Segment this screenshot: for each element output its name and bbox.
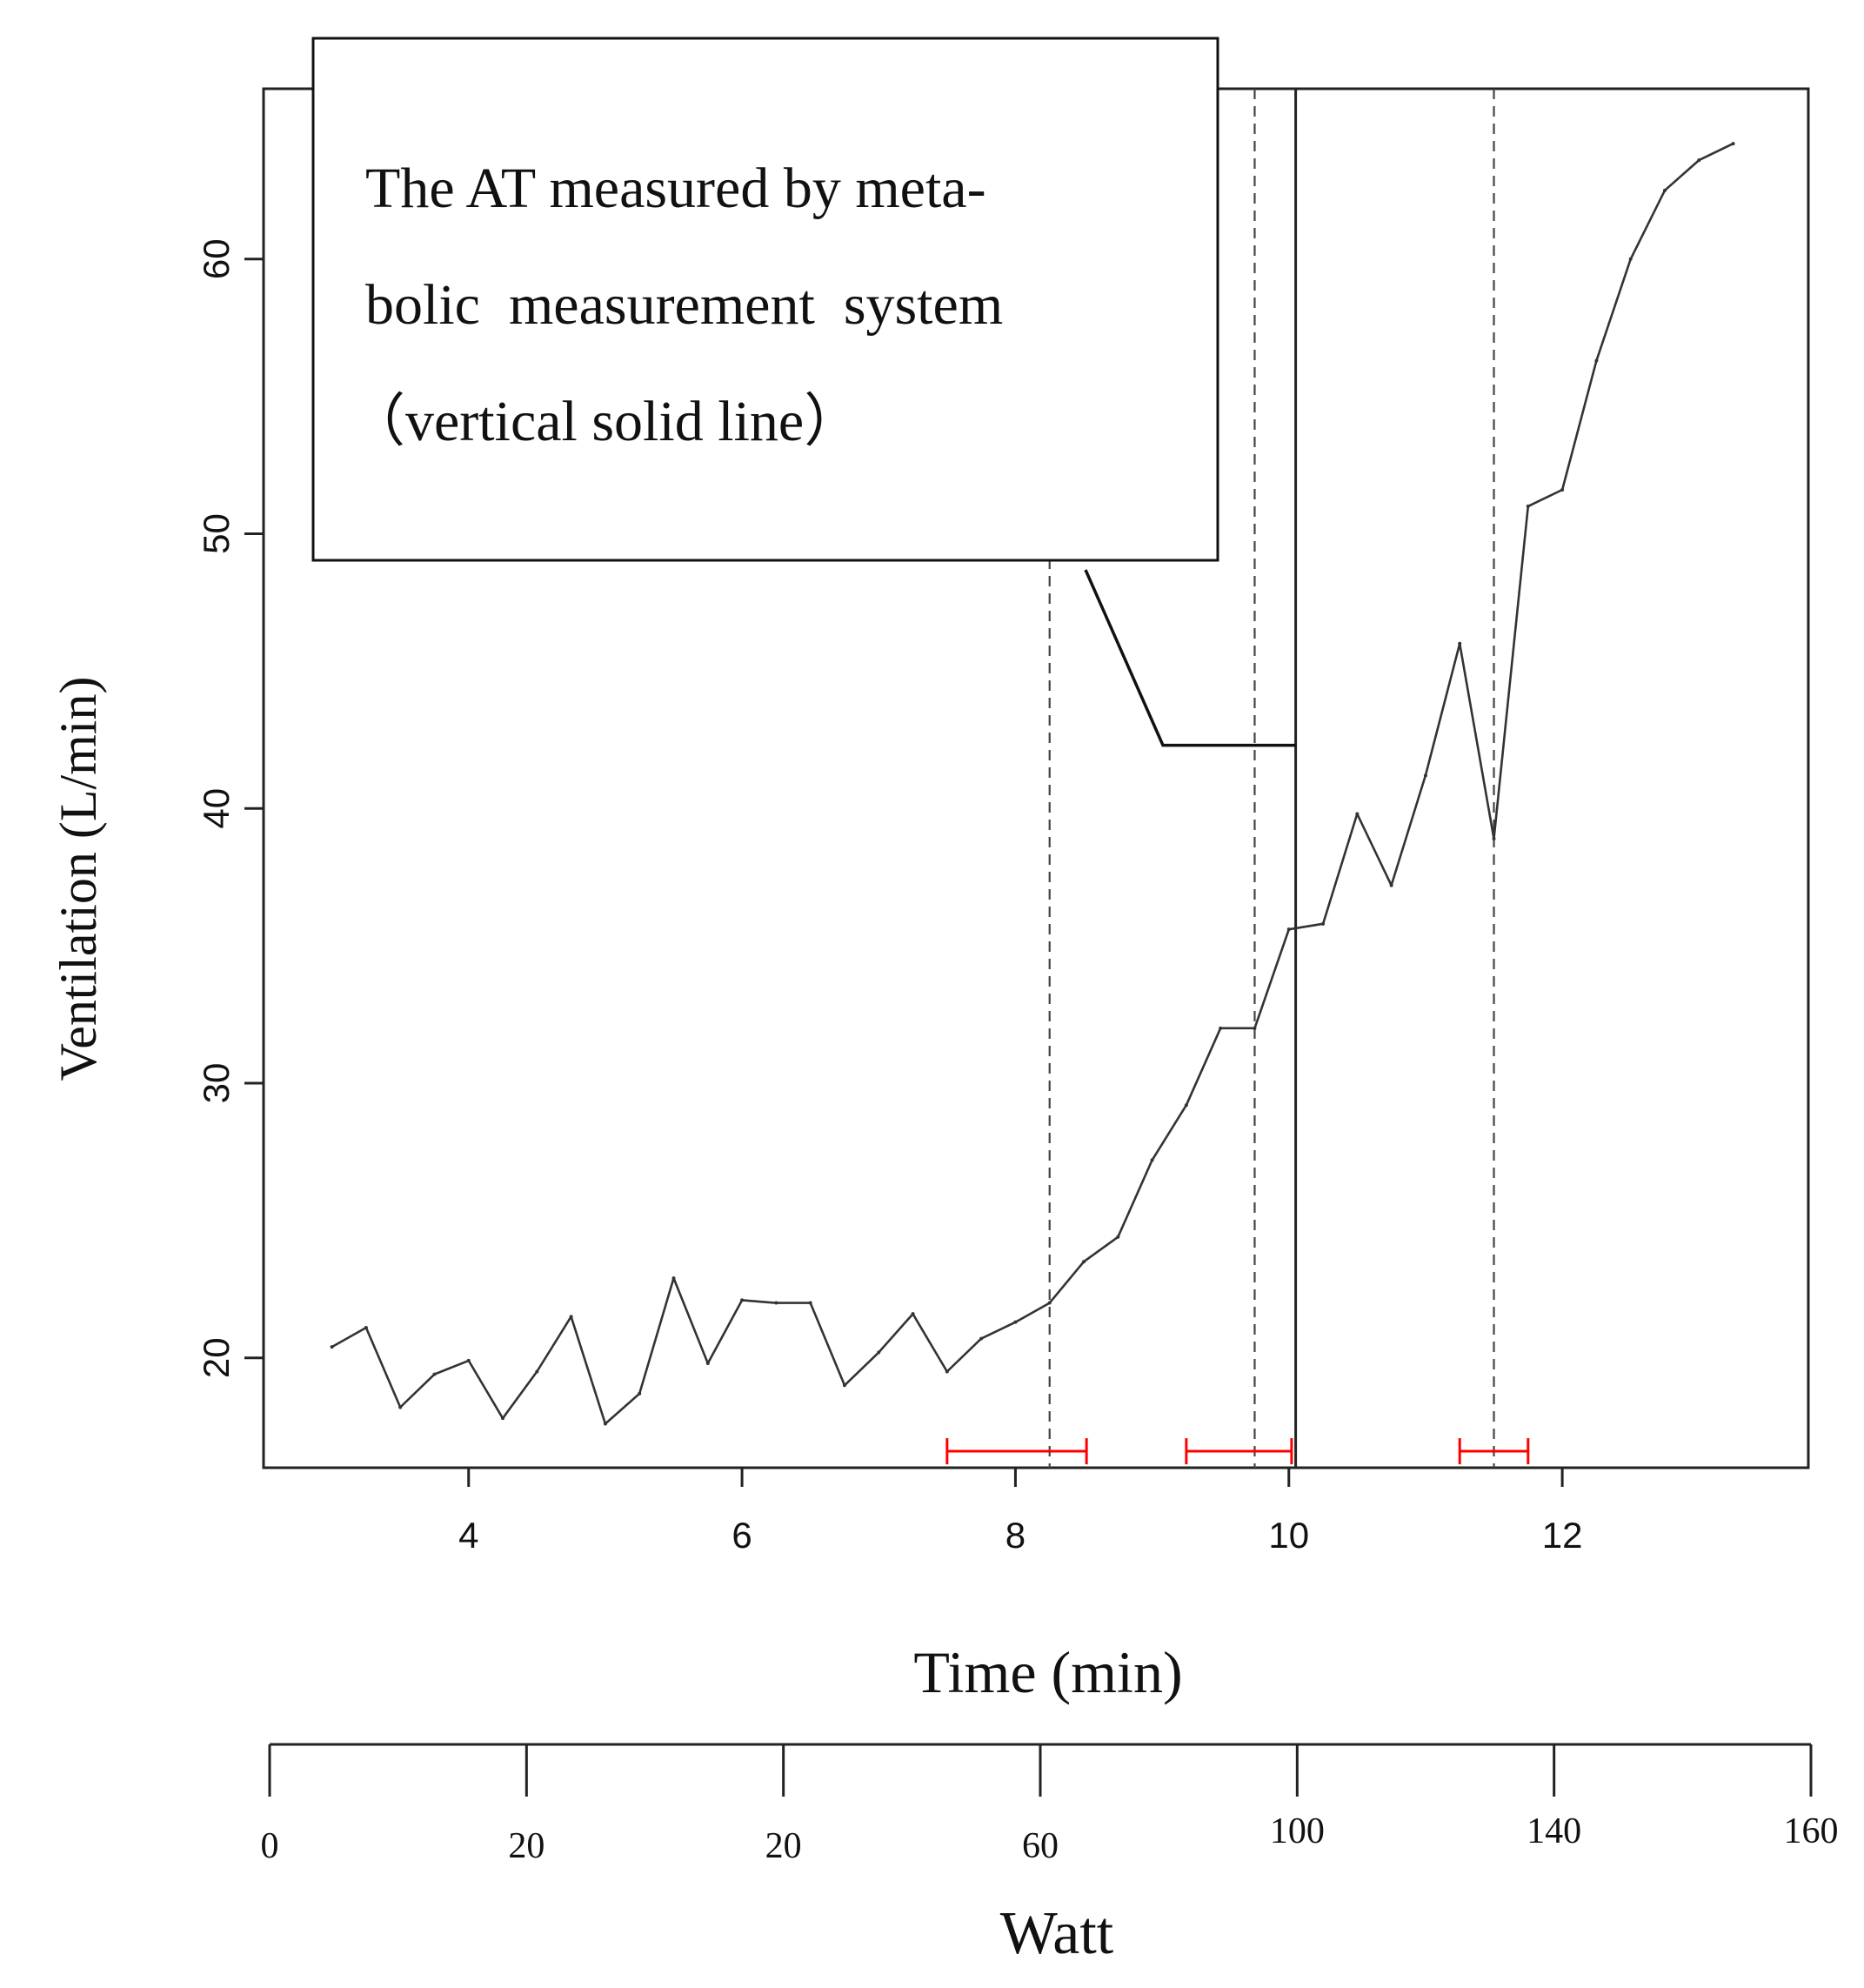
x-tick-label: 10 (1268, 1515, 1309, 1556)
data-point (1321, 921, 1326, 926)
y-axis-title: Ventilation (L/min) (50, 677, 107, 1081)
data-point (535, 1369, 539, 1374)
data-point (398, 1405, 403, 1409)
data-point (1389, 883, 1393, 887)
data-point (1286, 927, 1291, 932)
data-point (1253, 1026, 1257, 1030)
watt-tick-label: 100 (1270, 1811, 1325, 1851)
annotation-text-line-2: bolic measurement system (365, 273, 1003, 337)
interval-bar-1 (945, 1438, 1088, 1465)
series-line-1 (331, 142, 1734, 1425)
data-point (501, 1416, 505, 1421)
annotation-pointer (1084, 569, 1296, 747)
watt-tick-label: 0 (261, 1826, 279, 1866)
data-point (808, 1301, 812, 1305)
data-point (740, 1298, 745, 1302)
data-point (842, 1383, 846, 1388)
data-point (1013, 1320, 1018, 1324)
x-tick-label: 6 (732, 1515, 752, 1556)
data-point (1184, 1103, 1188, 1108)
data-point (1423, 773, 1427, 778)
watt-axis: 0 20 20 60 100 140 160 Watt (261, 1743, 1839, 1967)
data-point (1355, 812, 1360, 816)
x-tick-label: 4 (458, 1515, 478, 1556)
watt-tick-label: 60 (1022, 1826, 1059, 1866)
data-point (1697, 158, 1701, 163)
annotation-box (311, 37, 1219, 562)
data-point (671, 1276, 676, 1281)
y-axis: 20 30 40 50 60 (196, 238, 264, 1378)
watt-tick-label: 140 (1527, 1811, 1581, 1851)
annotation-text-line-3: （vertical solid line） (348, 390, 861, 453)
data-point (432, 1372, 437, 1376)
data-point (638, 1391, 642, 1396)
annotation-callout: The AT measured by meta- bolic measureme… (311, 37, 1296, 747)
data-point (1219, 1026, 1223, 1030)
data-point (364, 1325, 368, 1329)
data-point (1594, 358, 1599, 363)
data-point (603, 1422, 607, 1426)
x-tick-label: 12 (1542, 1515, 1583, 1556)
data-point (330, 1345, 334, 1349)
annotation-text-line-1: The AT measured by meta- (365, 157, 986, 220)
data-point (1047, 1301, 1052, 1305)
data-point (705, 1362, 710, 1366)
data-point (979, 1336, 984, 1341)
x-axis-title: Time (min) (913, 1639, 1182, 1705)
series-layer (330, 142, 1735, 1426)
data-point (1628, 257, 1633, 261)
data-point (1082, 1260, 1086, 1264)
data-point (1492, 836, 1496, 840)
interval-bar-2 (1185, 1438, 1293, 1465)
data-point (945, 1369, 949, 1374)
watt-tick-label: 160 (1784, 1811, 1839, 1851)
data-point (1526, 504, 1530, 508)
data-point (569, 1315, 573, 1319)
y-tick-label: 50 (196, 513, 237, 554)
data-point (1731, 142, 1735, 146)
watt-axis-title: Watt (1000, 1900, 1114, 1967)
x-tick-label: 8 (1005, 1515, 1026, 1556)
y-tick-label: 60 (196, 238, 237, 279)
data-point (774, 1301, 778, 1305)
watt-tick-label: 20 (508, 1826, 545, 1866)
interval-bar-3 (1458, 1438, 1530, 1465)
data-point (1560, 487, 1565, 492)
y-tick-label: 40 (196, 788, 237, 829)
data-point (1662, 188, 1667, 192)
x-axis: 4 6 8 10 12 (458, 1468, 1582, 1556)
watt-tick-label: 20 (765, 1826, 802, 1866)
data-point (911, 1312, 915, 1316)
data-point (1458, 641, 1462, 646)
data-point (877, 1350, 881, 1355)
data-point (1116, 1235, 1120, 1239)
y-tick-label: 20 (196, 1337, 237, 1378)
data-point (466, 1358, 471, 1362)
data-point (1150, 1158, 1154, 1162)
interval-bars (945, 1438, 1530, 1465)
y-tick-label: 30 (196, 1063, 237, 1104)
watt-ticks: 0 20 20 60 100 140 160 (261, 1744, 1839, 1866)
